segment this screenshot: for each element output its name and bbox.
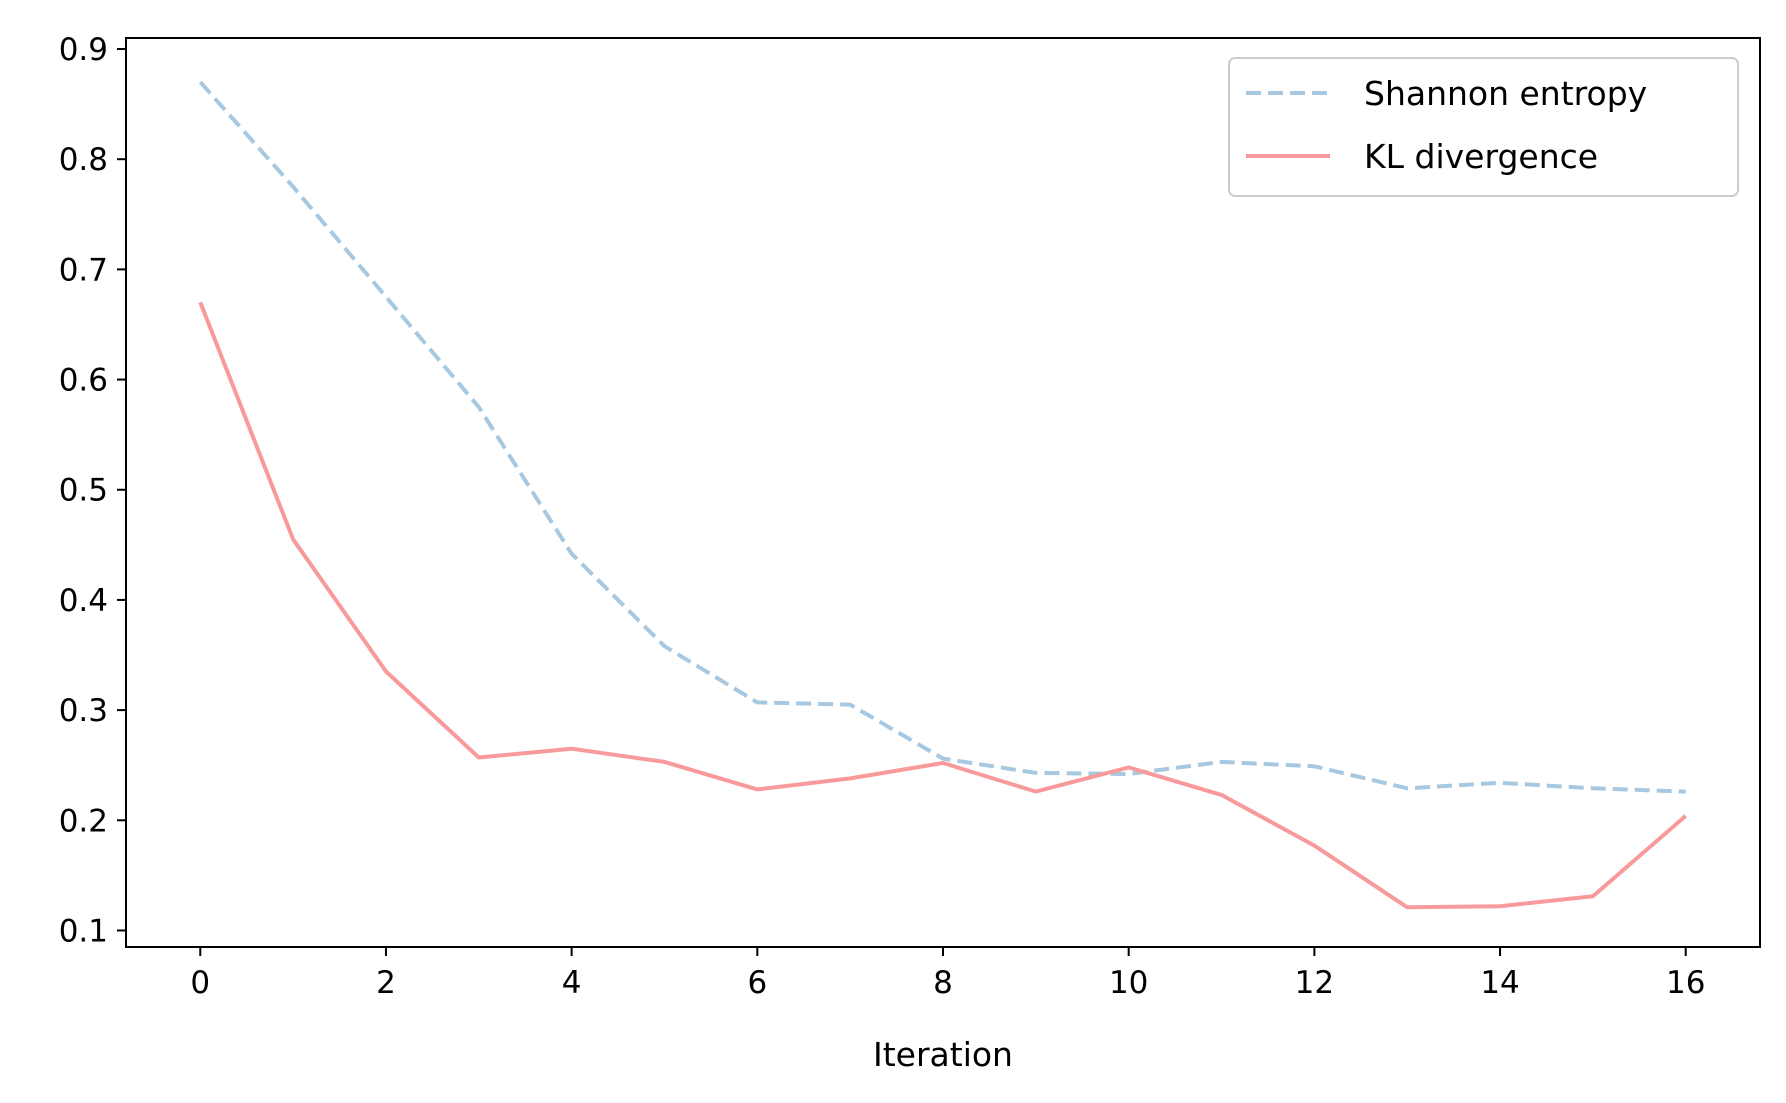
y-tick-label-0.5: 0.5 xyxy=(59,473,108,509)
y-tick-label-0.4: 0.4 xyxy=(59,583,108,619)
legend-label-kl-divergence: KL divergence xyxy=(1364,137,1598,176)
y-tick-label-0.8: 0.8 xyxy=(59,142,108,178)
x-tick-label-6: 6 xyxy=(747,965,767,1001)
x-tick-label-2: 2 xyxy=(376,965,396,1001)
plot-area xyxy=(198,80,1688,910)
x-tick-label-16: 16 xyxy=(1666,965,1705,1001)
x-tick-label-0: 0 xyxy=(190,965,210,1001)
y-tick-label-0.7: 0.7 xyxy=(59,252,108,288)
x-axis: 0 2 4 6 8 10 12 14 16 xyxy=(190,947,1705,1001)
legend-box xyxy=(1228,57,1739,197)
series-line-kl-divergence xyxy=(198,301,1688,910)
y-tick-label-0.6: 0.6 xyxy=(59,363,108,399)
x-tick-label-8: 8 xyxy=(933,965,953,1001)
x-tick-label-14: 14 xyxy=(1480,965,1519,1001)
x-axis-title: Iteration xyxy=(873,1035,1013,1074)
y-tick-label-0.2: 0.2 xyxy=(59,803,108,839)
y-tick-label-0.1: 0.1 xyxy=(59,913,108,949)
legend-label-shannon-entropy: Shannon entropy xyxy=(1364,74,1647,113)
x-tick-label-4: 4 xyxy=(562,965,582,1001)
y-tick-label-0.9: 0.9 xyxy=(59,32,108,68)
x-tick-label-10: 10 xyxy=(1109,965,1148,1001)
series-line-shannon-entropy xyxy=(198,80,1686,794)
x-tick-label-12: 12 xyxy=(1295,965,1334,1001)
y-tick-label-0.3: 0.3 xyxy=(59,693,108,729)
legend: Shannon entropy KL divergence xyxy=(1228,57,1739,197)
y-axis: 0.1 0.2 0.3 0.4 0.5 0.6 0.7 0.8 0.9 xyxy=(59,32,126,949)
